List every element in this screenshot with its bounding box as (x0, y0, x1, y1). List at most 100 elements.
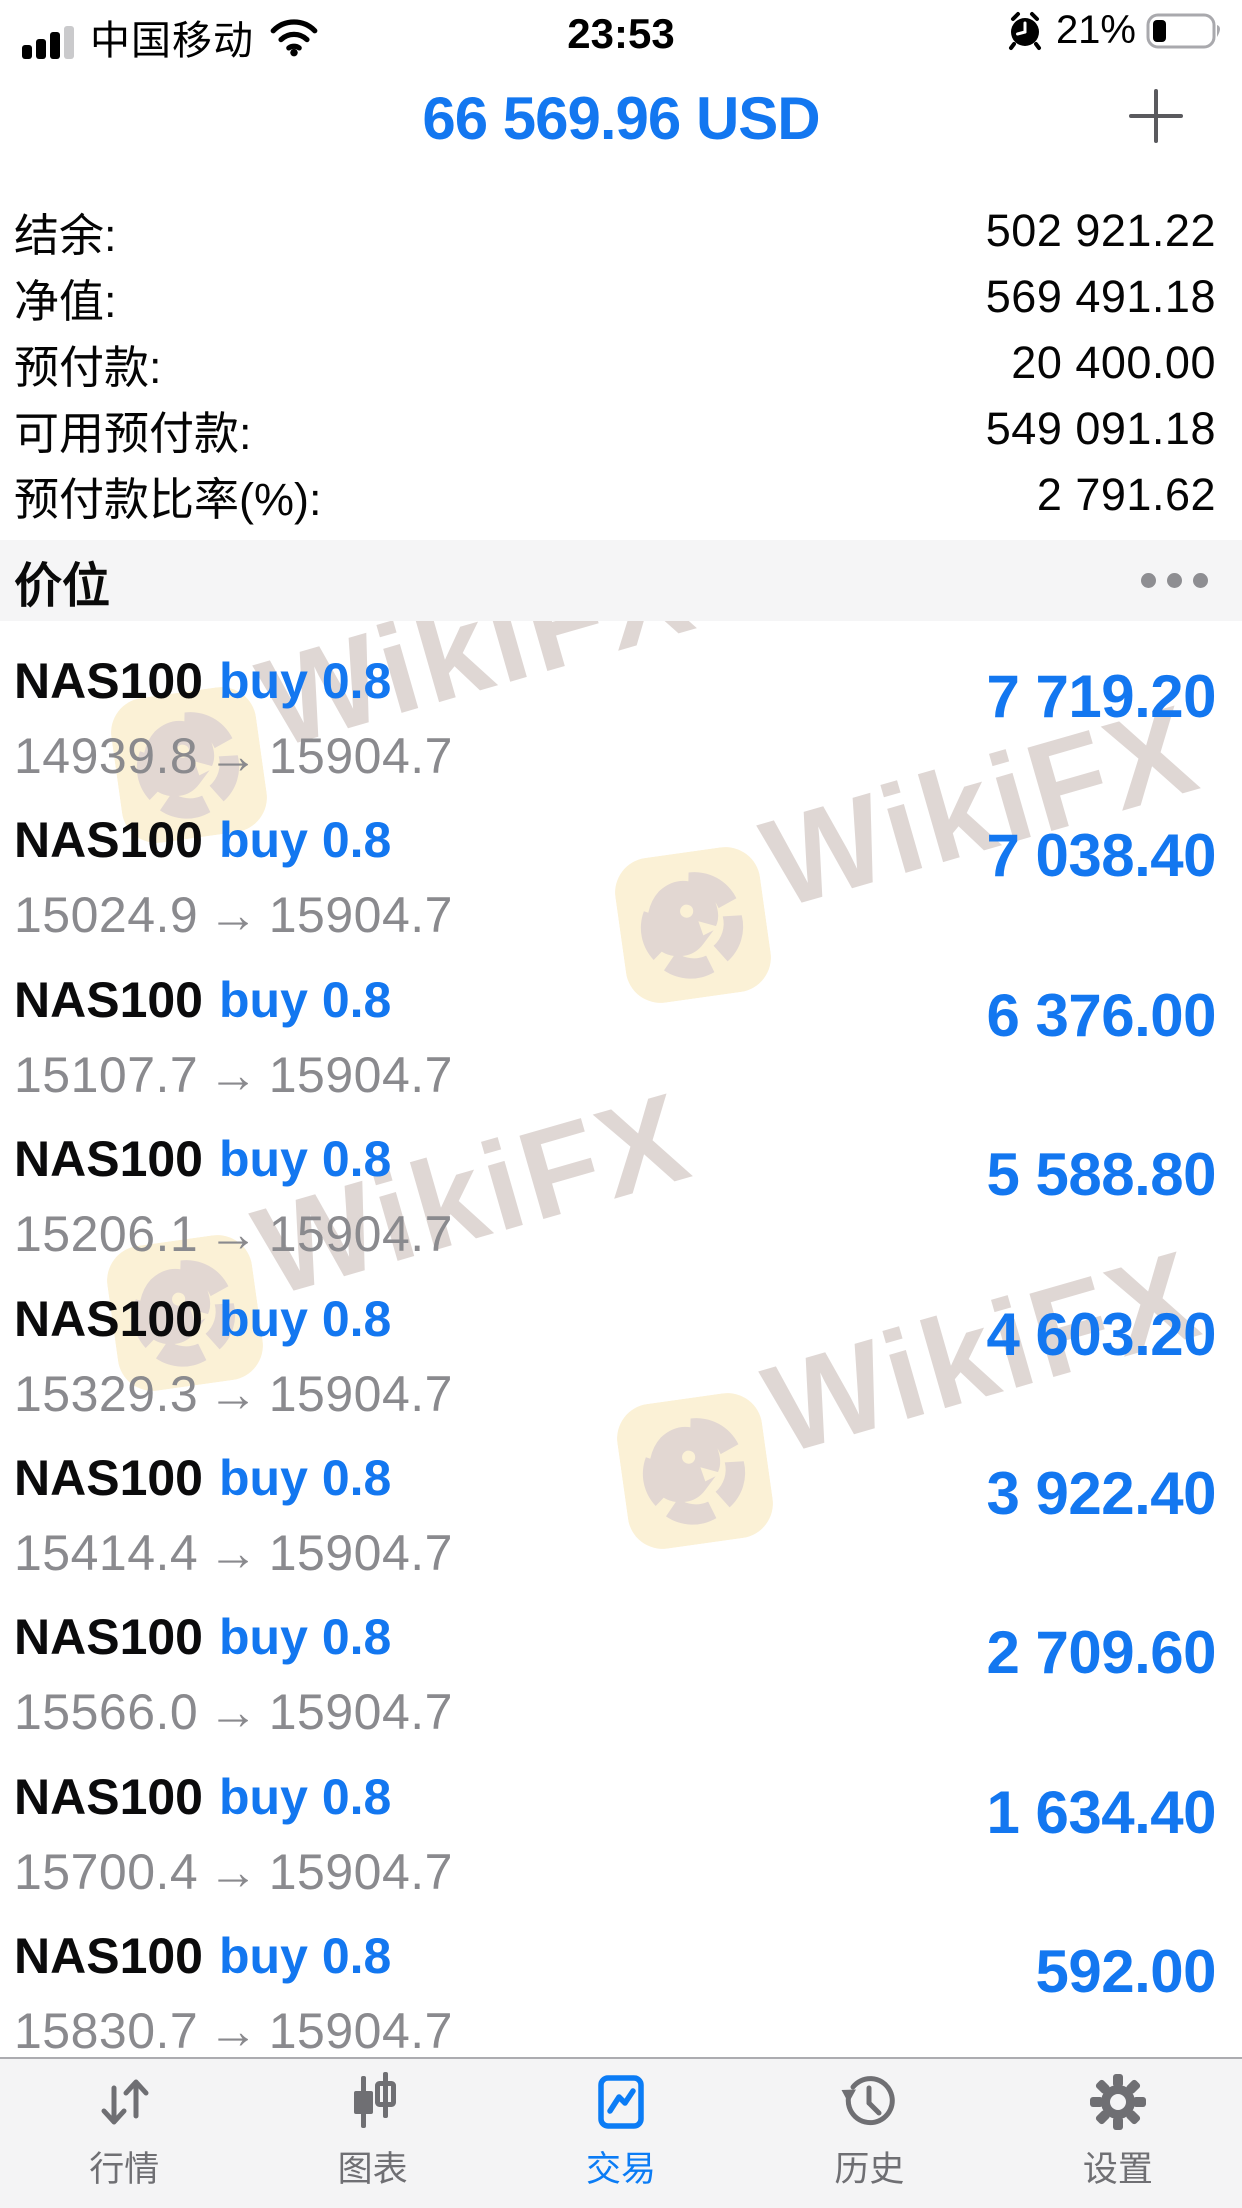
summary-row-free-margin: 可用预付款: 549 091.18 (0, 396, 1242, 462)
open-price: 15206.1 (14, 1206, 199, 1263)
section-title: 价位 (14, 559, 111, 613)
open-price: 15329.3 (14, 1365, 199, 1422)
position-row[interactable]: NAS100 buy 0.8 15024.9 → 15904.7 7 038.40 (0, 781, 1242, 944)
position-profit: 592.00 (1035, 1938, 1216, 2006)
position-prices: 15700.4 → 15904.7 (14, 1843, 453, 1901)
position-title: NAS100 buy 0.8 (14, 1608, 391, 1666)
summary-value: 2 791.62 (1036, 469, 1216, 520)
add-account-button[interactable] (1126, 86, 1186, 146)
position-profit: 7 719.20 (986, 663, 1216, 730)
arrow-right-icon: → (208, 887, 259, 944)
position-title: NAS100 buy 0.8 (14, 1768, 391, 1826)
current-price: 15904.7 (268, 2003, 453, 2060)
open-price: 15566.0 (14, 1684, 199, 1741)
summary-label: 预付款: (14, 341, 162, 393)
position-prices: 14939.8 → 15904.7 (14, 727, 453, 785)
history-clock-icon (841, 2076, 896, 2126)
summary-row-balance: 结余: 502 921.22 (0, 198, 1242, 264)
position-profit: 1 634.40 (986, 1778, 1216, 1846)
position-row[interactable]: NAS100 buy 0.8 15700.4 → 15904.7 1 634.40 (0, 1738, 1242, 1900)
carrier-label: 中国移动 (90, 19, 254, 63)
position-side: buy (219, 1768, 308, 1825)
position-symbol: NAS100 (14, 812, 203, 869)
position-title: NAS100 buy 0.8 (14, 1927, 391, 1985)
summary-row-equity: 净值: 569 491.18 (0, 264, 1242, 330)
more-options-button[interactable] (1141, 563, 1208, 598)
arrow-right-icon: → (208, 1206, 259, 1263)
tab-settings[interactable]: 设置 (994, 2059, 1242, 2208)
summary-label: 结余: (14, 209, 117, 261)
tab-quotes[interactable]: 行情 (0, 2059, 248, 2208)
tab-label: 设置 (1082, 2150, 1153, 2189)
position-prices: 15414.4 → 15904.7 (14, 1524, 453, 1582)
position-volume: 0.8 (321, 653, 392, 709)
arrow-right-icon: → (208, 1524, 259, 1581)
position-volume: 0.8 (321, 1449, 392, 1506)
position-row[interactable]: NAS100 buy 0.8 15414.4 → 15904.7 3 922.40 (0, 1419, 1242, 1581)
position-title: NAS100 buy 0.8 (14, 971, 391, 1029)
battery-percent-label: 21% (1055, 8, 1136, 52)
position-symbol: NAS100 (14, 1928, 203, 1985)
position-prices: 15107.7 → 15904.7 (14, 1046, 453, 1104)
tab-label: 行情 (89, 2150, 160, 2189)
open-price: 14939.8 (14, 728, 199, 784)
position-symbol: NAS100 (14, 971, 203, 1028)
current-price: 15904.7 (268, 728, 453, 784)
arrow-right-icon: → (208, 2003, 259, 2060)
position-row[interactable]: NAS100 buy 0.8 15206.1 → 15904.7 5 588.80 (0, 1100, 1242, 1263)
current-price: 15904.7 (268, 1684, 453, 1741)
summary-value: 502 921.22 (985, 205, 1216, 256)
position-row[interactable]: NAS100 buy 0.8 15107.7 → 15904.7 6 376.00 (0, 941, 1242, 1103)
current-price: 15904.7 (268, 1365, 453, 1422)
position-prices: 15830.7 → 15904.7 (14, 2002, 453, 2060)
position-profit: 6 376.00 (986, 981, 1216, 1049)
position-prices: 15566.0 → 15904.7 (14, 1683, 453, 1741)
position-symbol: NAS100 (14, 1131, 203, 1188)
position-prices: 15329.3 → 15904.7 (14, 1365, 453, 1423)
summary-label: 预付款比率(%): (14, 473, 322, 525)
tab-label: 图表 (337, 2150, 408, 2189)
current-price: 15904.7 (268, 887, 453, 944)
summary-label: 可用预付款: (14, 407, 252, 459)
alarm-clock-icon (1008, 11, 1041, 50)
battery-icon (1146, 13, 1220, 48)
tab-history[interactable]: 历史 (745, 2059, 993, 2208)
position-symbol: NAS100 (14, 653, 203, 709)
position-profit: 2 709.60 (986, 1619, 1216, 1687)
position-row[interactable]: NAS100 buy 0.8 15830.7 → 15904.7 592.00 (0, 1897, 1242, 2059)
position-symbol: NAS100 (14, 1768, 203, 1825)
tab-charts[interactable]: 图表 (248, 2059, 496, 2208)
tab-label: 历史 (834, 2150, 905, 2189)
tab-trade[interactable]: 交易 (497, 2059, 745, 2208)
clock-time: 23:53 (567, 10, 675, 57)
position-volume: 0.8 (321, 1609, 392, 1666)
position-row[interactable]: NAS100 buy 0.8 15566.0 → 15904.7 2 709.60 (0, 1578, 1242, 1740)
arrow-right-icon: → (208, 1365, 259, 1422)
trade-chart-icon (598, 2075, 644, 2129)
open-price: 15107.7 (14, 1046, 199, 1103)
position-side: buy (219, 1290, 308, 1347)
position-row[interactable]: NAS100 buy 0.8 15329.3 → 15904.7 4 603.20 (0, 1260, 1242, 1422)
position-profit: 5 588.80 (986, 1141, 1216, 1209)
account-header: 66 569.96 USD (0, 62, 1242, 160)
tab-label: 交易 (586, 2150, 657, 2189)
position-title: NAS100 buy 0.8 (14, 652, 391, 710)
summary-value: 569 491.18 (985, 271, 1216, 322)
open-price: 15700.4 (14, 1843, 199, 1900)
position-symbol: NAS100 (14, 1449, 203, 1506)
candlestick-chart-icon (353, 2072, 396, 2128)
position-profit: 4 603.20 (986, 1300, 1216, 1368)
position-volume: 0.8 (321, 971, 392, 1028)
summary-value: 549 091.18 (985, 403, 1216, 454)
positions-list: NAS100 buy 0.8 14939.8 → 15904.7 7 719.20 N… (0, 622, 1242, 2059)
status-bar: 中国移动 23:53 21% (0, 0, 1242, 63)
tab-bar: 行情 图表 交易 历史 (0, 2057, 1242, 2208)
position-title: NAS100 buy 0.8 (14, 1449, 391, 1507)
position-volume: 0.8 (321, 1131, 392, 1188)
position-side: buy (219, 1131, 308, 1188)
open-price: 15414.4 (14, 1524, 199, 1581)
position-row[interactable]: NAS100 buy 0.8 14939.8 → 15904.7 7 719.20 (0, 622, 1242, 784)
position-side: buy (219, 653, 308, 709)
position-volume: 0.8 (321, 812, 392, 869)
